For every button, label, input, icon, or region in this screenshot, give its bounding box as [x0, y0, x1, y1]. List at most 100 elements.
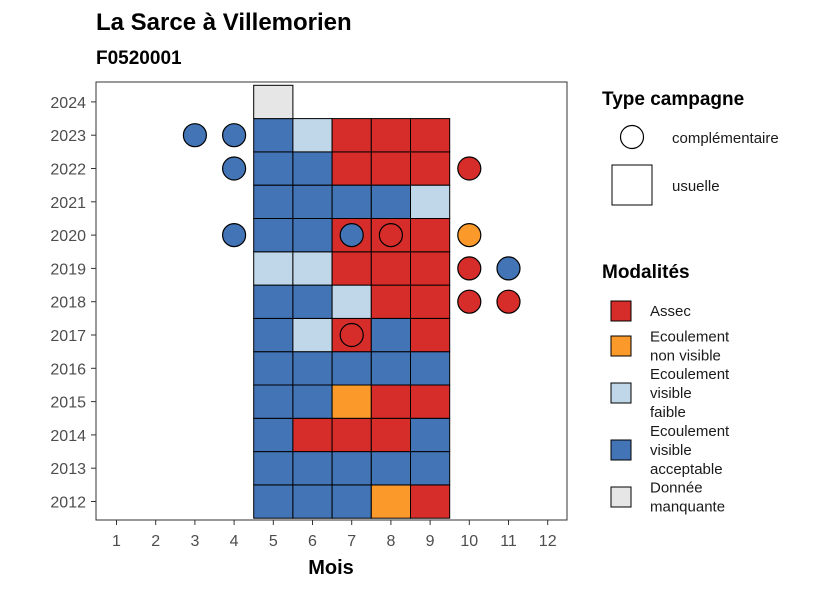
tile-usuelle [370, 251, 411, 286]
tile-usuelle [370, 417, 411, 453]
axes: 2012 2013 2014 2015 2016 2017 2018 2019 2020 2021… [50, 95, 556, 550]
legend-key-modality [610, 335, 632, 357]
y-tick-label: 2016 [50, 361, 86, 378]
chart-title: La Sarce à Villemorien [96, 9, 352, 36]
tile-usuelle [370, 284, 411, 319]
point-complementaire [457, 156, 482, 181]
tile-usuelle [292, 451, 333, 486]
point-complementaire [339, 223, 364, 248]
x-tick-label: 5 [269, 533, 278, 550]
x-axis-title: Mois [308, 557, 354, 579]
tile-usuelle [410, 384, 451, 419]
tile-usuelle [253, 184, 294, 219]
y-tick-label: 2021 [50, 195, 86, 212]
x-tick-label: 8 [386, 533, 395, 550]
y-tick-label: 2014 [50, 428, 86, 445]
point-complementaire [496, 256, 521, 281]
tile-usuelle [410, 184, 451, 219]
legend-key-modality [610, 486, 632, 508]
x-tick-label: 11 [500, 533, 517, 550]
legend-label-modality: acceptable [650, 461, 723, 478]
point-complementaire [496, 289, 521, 314]
tile-usuelle [331, 384, 372, 419]
y-tick-label: 2019 [50, 261, 86, 278]
point-complementaire [339, 322, 364, 348]
plot-border [95, 81, 568, 521]
point-complementaire [378, 223, 403, 248]
legend-key-complementaire [619, 124, 645, 150]
tile-usuelle [410, 417, 451, 453]
tile-usuelle [253, 284, 294, 319]
y-tick-label: 2023 [50, 128, 86, 145]
tile-usuelle [370, 484, 411, 519]
y-tick-label: 2022 [50, 162, 86, 179]
x-tick-label: 3 [190, 533, 199, 550]
legend-label-usuelle: usuelle [672, 178, 720, 195]
tile-usuelle [331, 484, 372, 519]
y-tick-label: 2015 [50, 395, 86, 412]
legend-title-campaign: Type campagne [602, 89, 744, 110]
y-tick-label: 2020 [50, 228, 86, 245]
tile-usuelle [410, 451, 451, 486]
legend-label-modality: Ecoulement [650, 366, 730, 383]
legend-label-modality: Ecoulement [650, 329, 730, 346]
tile-usuelle [331, 118, 372, 153]
tile-usuelle [331, 451, 372, 486]
tile-usuelle [410, 484, 451, 519]
point-complementaire [222, 223, 247, 248]
x-tick-label: 1 [112, 533, 121, 550]
y-tick-label: 2024 [50, 95, 86, 112]
point-complementaire [457, 289, 482, 314]
point-complementaire [222, 156, 247, 181]
tile-usuelle [253, 317, 294, 353]
tile-usuelle [370, 151, 411, 186]
x-tick-label: 12 [539, 533, 557, 550]
legend-title-modalites: Modalités [602, 262, 690, 283]
tile-usuelle [410, 251, 451, 286]
legend-label-modality: Assec [650, 303, 691, 320]
tile-usuelle [253, 417, 294, 453]
point-complementaire [457, 223, 482, 248]
y-tick-label: 2018 [50, 295, 86, 312]
tile-usuelle [410, 284, 451, 319]
legend-label-modality: visible [650, 385, 692, 402]
tile-usuelle [292, 218, 333, 253]
tile-usuelle [253, 251, 294, 286]
y-tick-label: 2012 [50, 495, 86, 512]
tile-usuelle [292, 351, 333, 386]
chart-subtitle: F0520001 [96, 48, 182, 69]
tile-usuelle [253, 351, 294, 386]
tile-usuelle [410, 151, 451, 186]
legend-key-modality [610, 382, 632, 404]
point-complementaire [457, 256, 482, 281]
tile-usuelle [292, 251, 333, 286]
tile-usuelle [410, 351, 451, 386]
tile-usuelle [370, 384, 411, 419]
legend: Type campagne complémentaire usuelle Modali… [602, 89, 779, 516]
tile-usuelle [331, 251, 372, 286]
tile-usuelle [370, 317, 411, 353]
plot-area [182, 84, 521, 519]
legend-label-modality: faible [650, 404, 686, 421]
tile-usuelle [370, 351, 411, 386]
tile-usuelle [331, 417, 372, 453]
x-tick-label: 9 [426, 533, 435, 550]
x-tick-label: 2 [151, 533, 160, 550]
x-tick-label: 10 [460, 533, 478, 550]
legend-label-modality: manquante [650, 499, 725, 516]
tile-usuelle [253, 484, 294, 519]
legend-label-modality: Donnée [650, 480, 703, 497]
tile-usuelle [292, 317, 333, 353]
tile-usuelle [253, 384, 294, 419]
legend-label-complementaire: complémentaire [672, 130, 779, 147]
legend-key-usuelle [611, 164, 653, 206]
tile-usuelle [410, 118, 451, 153]
tile-usuelle [410, 317, 451, 353]
tile-usuelle [292, 151, 333, 186]
tile-usuelle [292, 417, 333, 453]
tile-usuelle [370, 118, 411, 153]
x-tick-label: 6 [308, 533, 317, 550]
point-complementaire [222, 123, 247, 148]
y-tick-label: 2017 [50, 328, 86, 345]
